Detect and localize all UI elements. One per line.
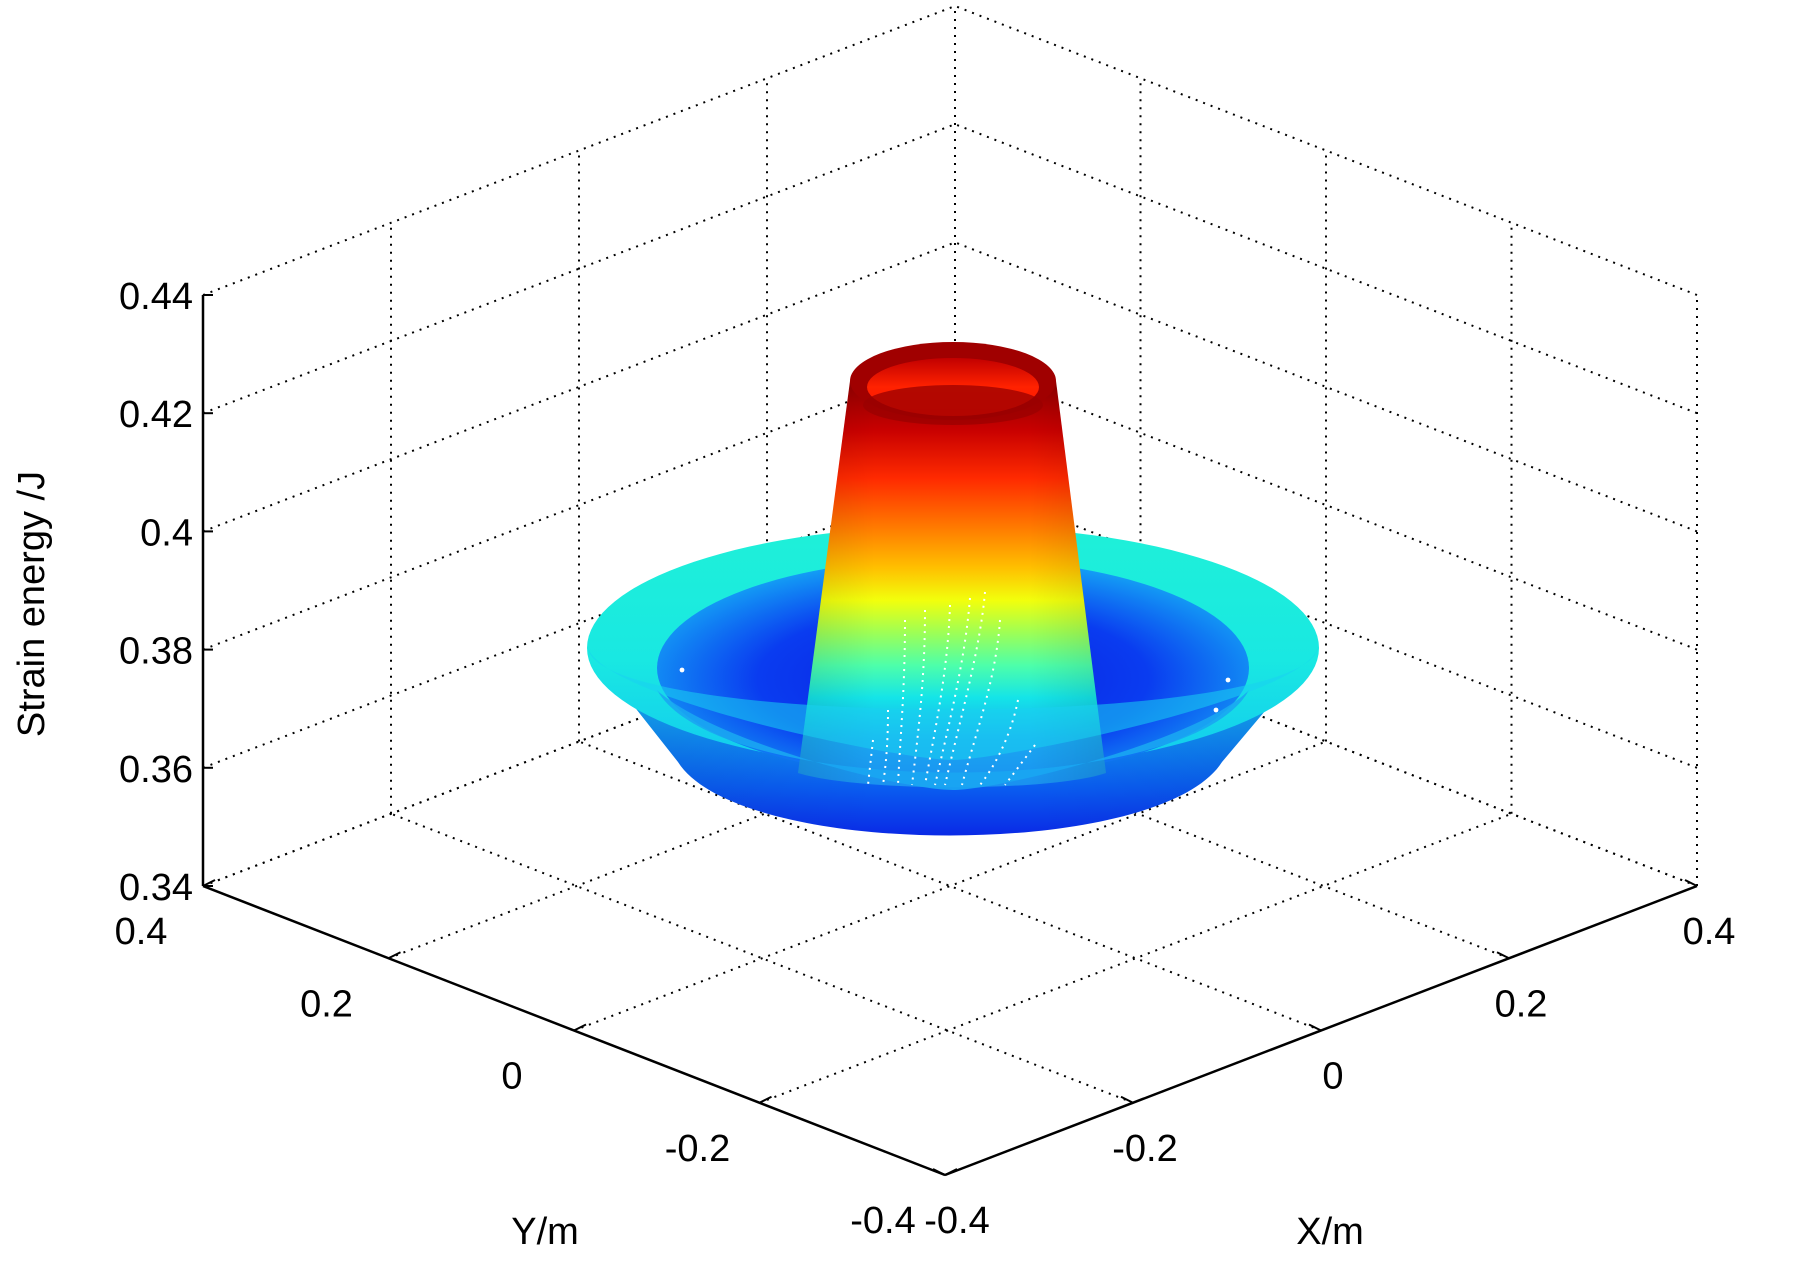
x-tick bbox=[1496, 951, 1510, 960]
surface bbox=[587, 342, 1319, 836]
y-tick bbox=[944, 1168, 958, 1176]
y-tick-label: -0.2 bbox=[665, 1128, 730, 1170]
contour-dot bbox=[679, 667, 685, 673]
y-tick-label: -0.4 bbox=[850, 1200, 915, 1242]
chimney-top-band bbox=[863, 385, 1043, 425]
x-tick-label: 0.2 bbox=[1495, 983, 1548, 1025]
z-tick-label: 0.36 bbox=[119, 749, 193, 791]
y-tick bbox=[388, 951, 401, 960]
x-tick bbox=[1120, 1095, 1134, 1104]
x-tick-label: -0.4 bbox=[924, 1200, 989, 1242]
z-tick-label: 0.4 bbox=[140, 512, 193, 554]
y-tick bbox=[573, 1023, 587, 1032]
z-tick-label: 0.42 bbox=[119, 394, 193, 436]
tick-labels: 0.34 0.36 0.38 0.4 0.42 0.44 -0.4 -0.2 0 0.2 0.4 -0… bbox=[115, 276, 1736, 1242]
bowl-front-lip bbox=[588, 648, 1318, 760]
grid-line bbox=[202, 123, 956, 415]
z-tick-label: 0.38 bbox=[119, 631, 193, 673]
z-tick-label: 0.44 bbox=[119, 276, 193, 318]
x-tick bbox=[1308, 1023, 1322, 1032]
y-tick-label: 0.2 bbox=[300, 983, 353, 1025]
x-tick-label: -0.2 bbox=[1112, 1128, 1177, 1170]
z-tick-label: 0.34 bbox=[119, 867, 193, 909]
grid-line bbox=[759, 812, 1512, 1104]
y-axis-label: Y/m bbox=[511, 1211, 579, 1253]
chimney-shade bbox=[798, 381, 1106, 788]
x-tick bbox=[932, 1168, 946, 1176]
grid-line bbox=[954, 123, 1698, 415]
z-axis-label: Strain energy /J bbox=[11, 471, 53, 737]
y-tick-label: 0 bbox=[501, 1056, 522, 1098]
x-tick-label: 0 bbox=[1322, 1056, 1343, 1098]
contour-lines bbox=[867, 591, 1036, 786]
x-axis-label: X/m bbox=[1296, 1211, 1364, 1253]
x-tick bbox=[1684, 879, 1698, 887]
y-tick-label: 0.4 bbox=[115, 911, 168, 953]
contour-dot bbox=[1225, 677, 1231, 683]
y-tick bbox=[759, 1095, 772, 1104]
x-tick-label: 0.4 bbox=[1683, 911, 1736, 953]
contour-dot bbox=[1213, 707, 1219, 713]
y-tick bbox=[202, 879, 216, 887]
axes bbox=[201, 294, 1698, 1177]
